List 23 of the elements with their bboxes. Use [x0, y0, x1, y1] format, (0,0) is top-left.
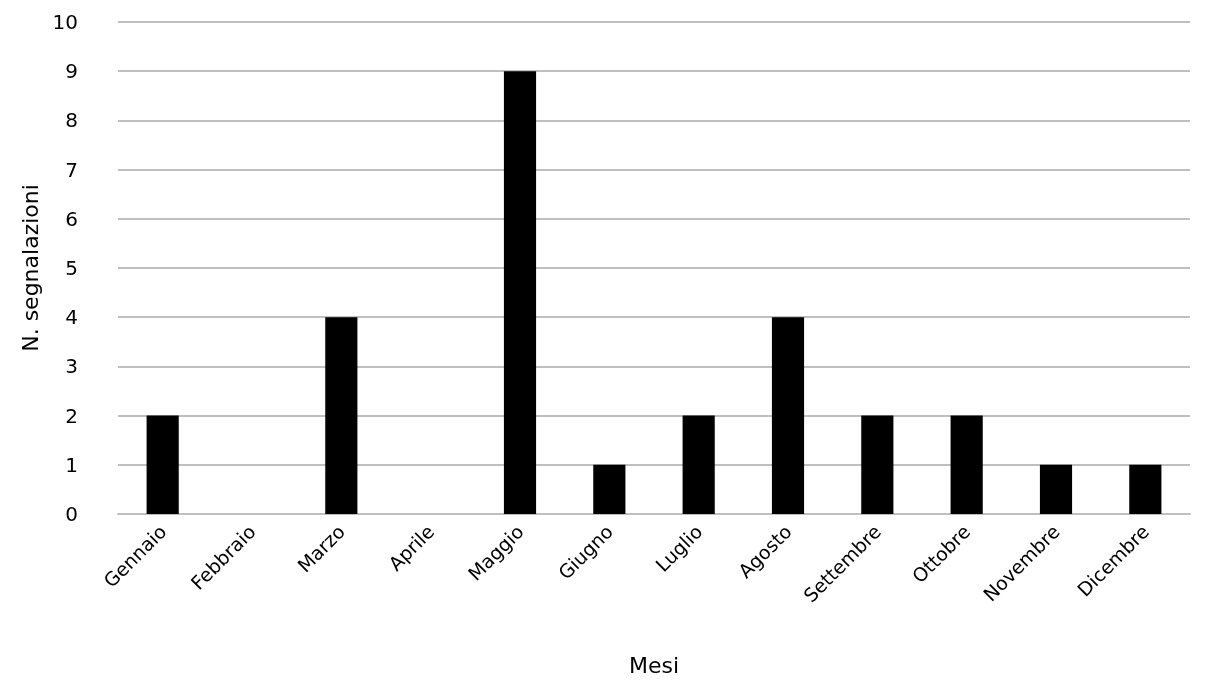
y-tick-label: 8	[65, 108, 78, 133]
y-tick-label: 5	[65, 256, 78, 280]
y-tick-label: 9	[65, 59, 78, 84]
y-tick-label: 1	[65, 452, 78, 477]
bar	[1039, 464, 1073, 514]
y-tick-label: 3	[65, 354, 78, 379]
y-tick-label: 0	[65, 502, 78, 526]
bar	[771, 317, 805, 514]
bar	[950, 415, 983, 514]
bar	[146, 415, 179, 514]
y-tick-label: 2	[65, 403, 78, 428]
bar	[861, 415, 894, 514]
bar	[325, 317, 358, 514]
bar	[1129, 464, 1162, 514]
y-tick-label: 6	[65, 206, 78, 231]
bar	[682, 415, 715, 514]
y-axis-title: N. segnalazioni	[18, 184, 44, 352]
bar	[593, 464, 626, 514]
y-tick-label: 7	[65, 157, 78, 182]
bar	[503, 71, 537, 514]
y-tick-label: 4	[65, 305, 78, 330]
y-tick-label: 10	[52, 10, 78, 34]
x-axis-title: Mesi	[628, 652, 680, 678]
